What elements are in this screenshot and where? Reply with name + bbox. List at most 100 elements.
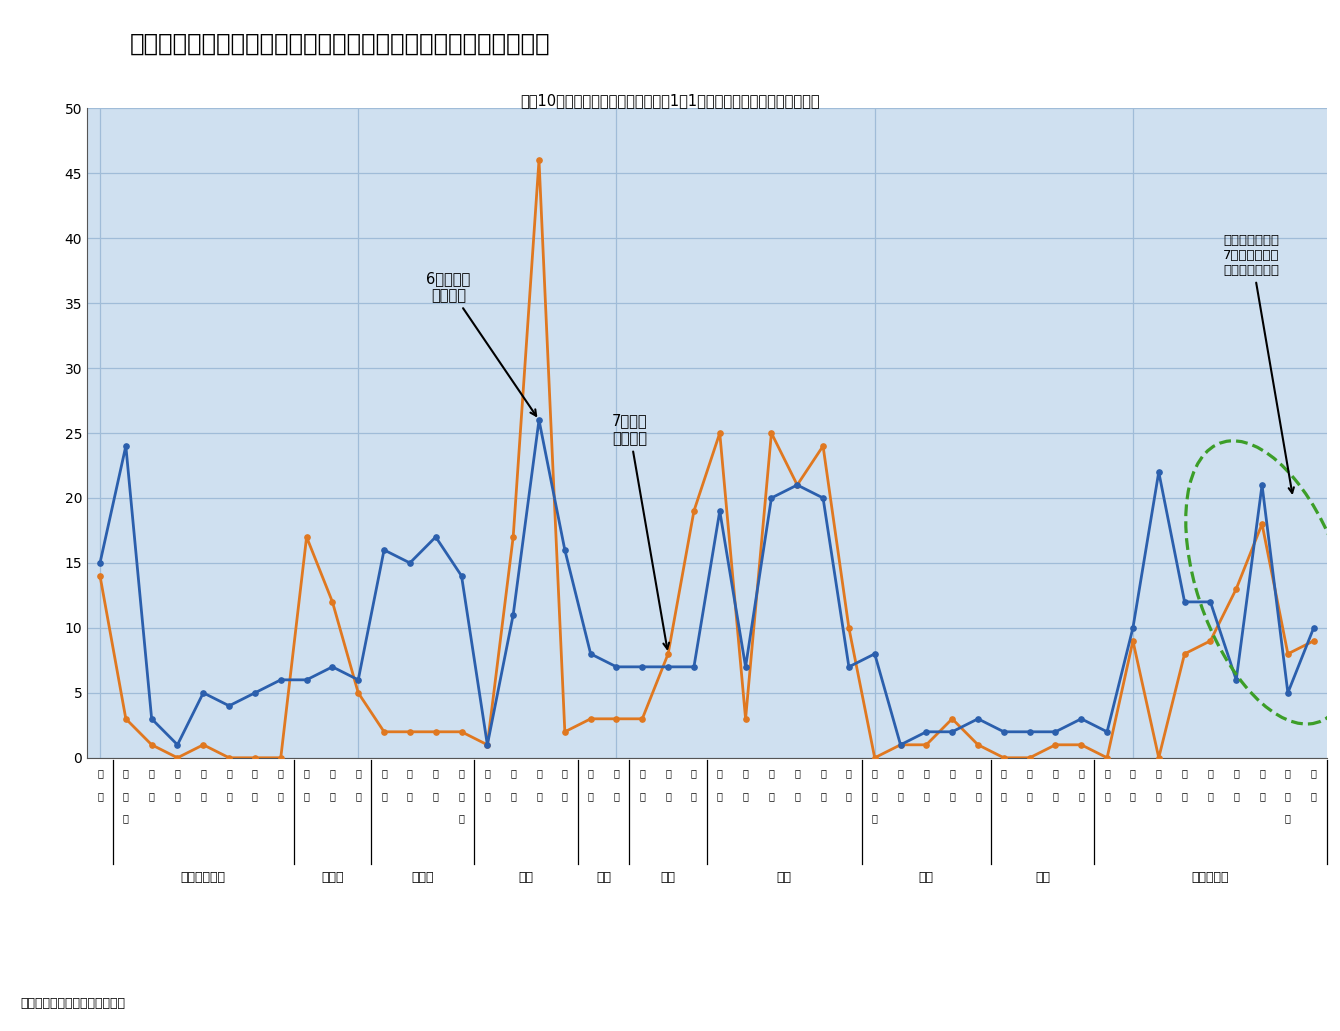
Text: 群: 群 [355, 768, 362, 778]
Text: 大: 大 [795, 768, 800, 778]
Text: 北陸: 北陸 [519, 871, 533, 885]
Text: 児: 児 [1285, 791, 1290, 801]
Text: 手: 手 [174, 791, 181, 801]
Text: 鳥: 鳥 [898, 768, 903, 778]
Text: 福: 福 [1130, 768, 1136, 778]
Text: 7月中の
感染者数: 7月中の 感染者数 [611, 413, 669, 648]
Text: 山: 山 [1001, 768, 1006, 778]
Text: 井: 井 [561, 791, 568, 801]
Text: 北: 北 [123, 768, 129, 778]
Text: 宮: 宮 [201, 768, 206, 778]
Text: 地方圏でも特定地域で高かった感染率が大都市圏に集中化の傾向: 地方圏でも特定地域で高かった感染率が大都市圏に集中化の傾向 [130, 31, 551, 56]
Text: 長: 長 [1182, 768, 1187, 778]
Text: 鹿: 鹿 [1285, 768, 1290, 778]
Text: 賀: 賀 [1156, 791, 1162, 801]
Text: 三: 三 [717, 768, 722, 778]
Text: 山: 山 [872, 813, 878, 824]
Text: 海: 海 [123, 791, 129, 801]
Text: 大都市圏以外で
7月中の感染率
が高い例外地域: 大都市圏以外で 7月中の感染率 が高い例外地域 [1223, 234, 1294, 493]
Text: 分: 分 [1233, 791, 1240, 801]
Text: 東: 東 [433, 768, 438, 778]
Text: 葉: 葉 [407, 791, 413, 801]
Text: 城: 城 [201, 791, 206, 801]
Text: 四国: 四国 [1034, 871, 1051, 885]
Text: 馬: 馬 [355, 791, 362, 801]
Text: 岡: 岡 [949, 768, 955, 778]
Text: 口: 口 [1001, 791, 1006, 801]
Text: 野: 野 [614, 791, 619, 801]
Text: 阜: 阜 [639, 791, 646, 801]
Text: （注）　（資料）図表１と同じ: （注） （資料）図表１と同じ [20, 997, 125, 1010]
Text: 国: 国 [96, 791, 103, 801]
Text: 山: 山 [252, 768, 257, 778]
Text: 近畿: 近畿 [777, 871, 792, 885]
Text: 川: 川 [1052, 791, 1059, 801]
Text: 島: 島 [923, 768, 929, 778]
Text: 木: 木 [330, 791, 335, 801]
Text: 歌: 歌 [872, 791, 878, 801]
Text: 宮: 宮 [1260, 768, 1265, 778]
Text: 城: 城 [304, 791, 310, 801]
Text: 全: 全 [96, 768, 103, 778]
Text: 和: 和 [872, 768, 878, 778]
Text: 島: 島 [1285, 813, 1290, 824]
Text: 重: 重 [717, 791, 722, 801]
Text: 岡: 岡 [1130, 791, 1136, 801]
Text: 神: 神 [458, 768, 465, 778]
Text: 知: 知 [1104, 791, 1110, 801]
Text: 阪: 阪 [795, 791, 800, 801]
Text: 岐: 岐 [639, 768, 646, 778]
Text: 田: 田 [226, 791, 232, 801]
Text: 川: 川 [536, 791, 541, 801]
Text: 人口10万人当たり感染者数（人口は1月1日の住民基本台帳人口を使用）: 人口10万人当たり感染者数（人口は1月1日の住民基本台帳人口を使用） [520, 93, 820, 108]
Text: 九州・沖縄: 九州・沖縄 [1191, 871, 1229, 885]
Text: 岩: 岩 [174, 768, 181, 778]
Text: 川: 川 [458, 813, 465, 824]
Text: 愛: 愛 [1079, 768, 1084, 778]
Text: 島: 島 [976, 791, 981, 801]
Text: 中国: 中国 [919, 871, 934, 885]
Text: 茨: 茨 [304, 768, 310, 778]
Text: 賀: 賀 [742, 791, 749, 801]
Text: 山: 山 [588, 768, 594, 778]
Text: 本: 本 [1207, 791, 1213, 801]
Text: 知: 知 [691, 791, 697, 801]
Text: 大: 大 [1233, 768, 1240, 778]
Text: 図表2: 図表2 [51, 34, 86, 53]
Text: 京: 京 [768, 768, 775, 778]
Text: 京: 京 [433, 791, 438, 801]
Text: 静: 静 [665, 768, 671, 778]
Text: 徳: 徳 [1026, 768, 1033, 778]
Text: 山: 山 [511, 791, 516, 801]
Text: 崎: 崎 [1182, 791, 1187, 801]
Text: 北海道・東北: 北海道・東北 [181, 871, 226, 885]
Text: 島: 島 [1026, 791, 1033, 801]
Text: 崎: 崎 [1260, 791, 1265, 801]
Text: 青: 青 [149, 768, 154, 778]
Text: 香: 香 [1052, 768, 1059, 778]
Text: 南関東: 南関東 [411, 871, 434, 885]
Text: 栃: 栃 [330, 768, 335, 778]
Text: 新: 新 [485, 768, 490, 778]
Text: 奈: 奈 [846, 768, 852, 778]
Text: 東海: 東海 [661, 871, 675, 885]
Text: 道: 道 [123, 813, 129, 824]
Text: 島: 島 [277, 791, 284, 801]
Text: 森: 森 [149, 791, 154, 801]
Text: 媛: 媛 [1079, 791, 1084, 801]
Text: 愛: 愛 [691, 768, 697, 778]
Text: 東山: 東山 [596, 871, 611, 885]
Text: 広: 広 [976, 768, 981, 778]
Text: 取: 取 [898, 791, 903, 801]
Text: 秋: 秋 [226, 768, 232, 778]
Text: 岡: 岡 [665, 791, 671, 801]
Text: 山: 山 [949, 791, 955, 801]
Text: 兵: 兵 [820, 768, 825, 778]
Text: 良: 良 [846, 791, 852, 801]
Text: 潟: 潟 [485, 791, 490, 801]
Text: 庫: 庫 [820, 791, 825, 801]
Text: 都: 都 [768, 791, 775, 801]
Text: 熊: 熊 [1207, 768, 1213, 778]
Text: 縄: 縄 [1311, 791, 1317, 801]
Text: 沖: 沖 [1311, 768, 1317, 778]
